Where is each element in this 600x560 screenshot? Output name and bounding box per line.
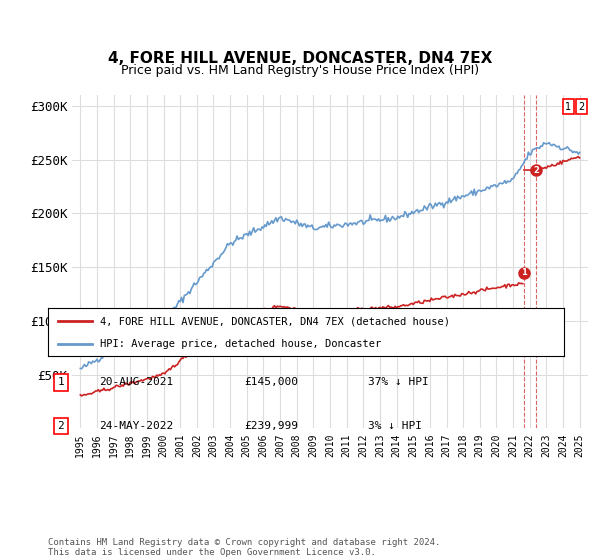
Text: 4, FORE HILL AVENUE, DONCASTER, DN4 7EX: 4, FORE HILL AVENUE, DONCASTER, DN4 7EX: [108, 51, 492, 66]
Text: 2: 2: [578, 102, 585, 112]
Text: 4, FORE HILL AVENUE, DONCASTER, DN4 7EX (detached house): 4, FORE HILL AVENUE, DONCASTER, DN4 7EX …: [100, 316, 449, 326]
Text: 1: 1: [58, 377, 64, 388]
Text: £145,000: £145,000: [244, 377, 298, 388]
Text: 20-AUG-2021: 20-AUG-2021: [100, 377, 174, 388]
Text: Contains HM Land Registry data © Crown copyright and database right 2024.
This d: Contains HM Land Registry data © Crown c…: [48, 538, 440, 557]
Text: £239,999: £239,999: [244, 421, 298, 431]
Text: 2: 2: [58, 421, 64, 431]
Text: 37% ↓ HPI: 37% ↓ HPI: [368, 377, 428, 388]
Text: Price paid vs. HM Land Registry's House Price Index (HPI): Price paid vs. HM Land Registry's House …: [121, 64, 479, 77]
Text: 1: 1: [565, 102, 571, 112]
Text: 3% ↓ HPI: 3% ↓ HPI: [368, 421, 422, 431]
Text: 1: 1: [521, 268, 527, 277]
Text: 2: 2: [533, 166, 539, 175]
Text: 24-MAY-2022: 24-MAY-2022: [100, 421, 174, 431]
Text: HPI: Average price, detached house, Doncaster: HPI: Average price, detached house, Donc…: [100, 339, 381, 349]
